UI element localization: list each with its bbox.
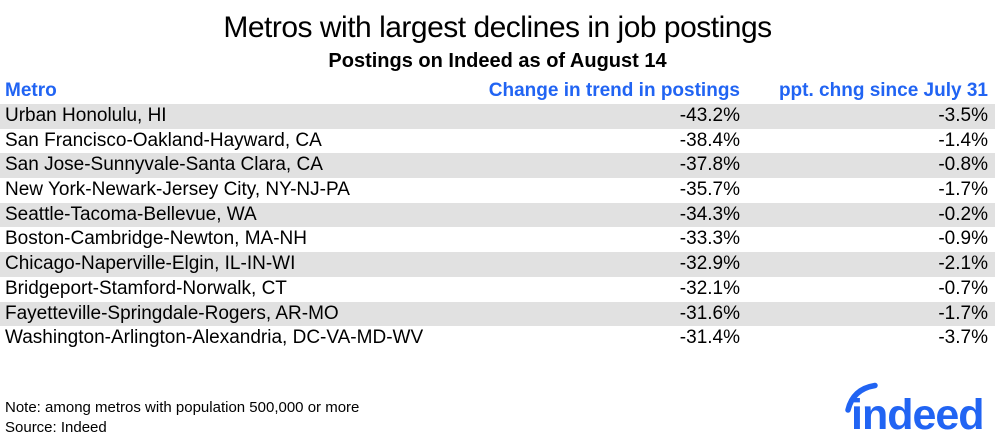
change-cell: -33.3% (679, 228, 740, 250)
change-cell: -35.7% (679, 179, 740, 201)
page-subtitle: Postings on Indeed as of August 14 (328, 50, 667, 72)
metro-cell: San Jose-Sunnyvale-Santa Clara, CA (5, 154, 323, 176)
column-header-metro: Metro (5, 80, 57, 101)
ppt-cell: -3.7% (938, 327, 988, 349)
ppt-cell: -0.9% (938, 228, 988, 250)
ppt-cell: -0.7% (938, 277, 988, 299)
ppt-cell: -0.2% (938, 203, 988, 225)
change-cell: -32.9% (679, 253, 740, 275)
ppt-cell: -1.7% (938, 179, 988, 201)
table-header-row: Metro Change in trend in postings ppt. c… (0, 80, 995, 102)
change-cell: -32.1% (679, 277, 740, 299)
table-row: New York-Newark-Jersey City, NY-NJ-PA -3… (0, 178, 995, 203)
note-text: Note: among metros with population 500,0… (5, 399, 360, 416)
ppt-cell: -0.8% (938, 154, 988, 176)
table-row: Seattle-Tacoma-Bellevue, WA -34.3% -0.2% (0, 202, 995, 228)
column-header-ppt: ppt. chng since July 31 (778, 80, 988, 101)
table-row: Fayetteville-Springdale-Rogers, AR-MO -3… (0, 301, 995, 327)
logo-swoosh-icon (845, 382, 878, 413)
table-row: Urban Honolulu, HI -43.2% -3.5% (0, 104, 995, 129)
metro-cell: Bridgeport-Stamford-Norwalk, CT (5, 277, 287, 299)
table-row: Washington-Arlington-Alexandria, DC-VA-M… (0, 326, 995, 351)
ppt-cell: -1.7% (938, 302, 988, 324)
metro-cell: Boston-Cambridge-Newton, MA-NH (5, 228, 307, 250)
metro-cell: San Francisco-Oakland-Hayward, CA (5, 129, 322, 151)
table-body: Urban Honolulu, HI -43.2% -3.5% San Fran… (0, 104, 995, 351)
table-row: San Francisco-Oakland-Hayward, CA -38.4%… (0, 129, 995, 154)
table-row: Chicago-Naperville-Elgin, IL-IN-WI -32.9… (0, 252, 995, 277)
ppt-cell: -2.1% (938, 253, 988, 275)
footnotes: Note: among metros with population 500,0… (5, 398, 359, 438)
change-cell: -43.2% (679, 105, 740, 126)
change-cell: -38.4% (679, 129, 740, 151)
page-title: Metros with largest declines in job post… (223, 11, 772, 44)
metro-cell: Urban Honolulu, HI (5, 105, 167, 126)
change-cell: -31.4% (679, 327, 740, 349)
ppt-cell: -3.5% (938, 105, 988, 126)
metro-cell: Seattle-Tacoma-Bellevue, WA (5, 203, 257, 225)
ppt-cell: -1.4% (938, 129, 988, 151)
change-cell: -31.6% (679, 302, 740, 324)
change-cell: -37.8% (679, 154, 740, 176)
metro-cell: Washington-Arlington-Alexandria, DC-VA-M… (5, 327, 424, 349)
logo-wordmark: indeed (851, 391, 984, 437)
metro-cell: New York-Newark-Jersey City, NY-NJ-PA (5, 179, 350, 201)
metro-cell: Fayetteville-Springdale-Rogers, AR-MO (5, 302, 339, 324)
indeed-logo: indeed (845, 382, 985, 437)
change-cell: -34.3% (679, 203, 740, 225)
metro-cell: Chicago-Naperville-Elgin, IL-IN-WI (5, 253, 296, 275)
table-row: San Jose-Sunnyvale-Santa Clara, CA -37.8… (0, 153, 995, 179)
table-row: Bridgeport-Stamford-Norwalk, CT -32.1% -… (0, 277, 995, 302)
table-row: Boston-Cambridge-Newton, MA-NH -33.3% -0… (0, 227, 995, 252)
source-text: Source: Indeed (5, 419, 107, 436)
column-header-change: Change in trend in postings (488, 80, 740, 101)
